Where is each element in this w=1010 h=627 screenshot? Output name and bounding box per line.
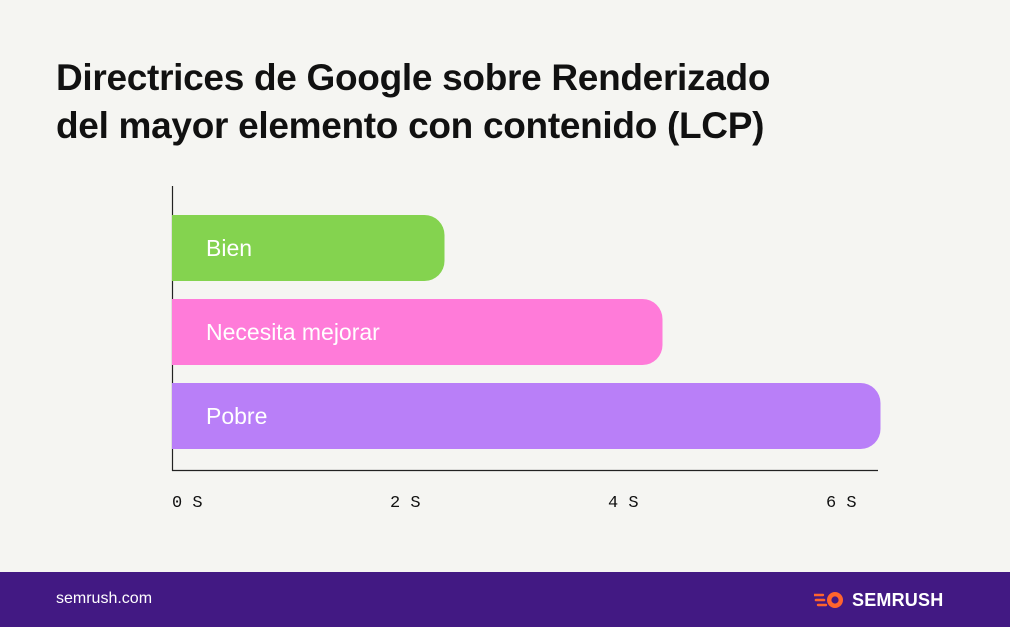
bar-group: Bien Necesita mejorar Pobre [172,215,881,449]
bar-pobre [172,383,881,449]
bar-label: Necesita mejorar [206,319,380,345]
chart-title: Directrices de Google sobre Renderizado … [56,54,956,150]
chart-title-line-2: del mayor elemento con contenido (LCP) [56,105,765,146]
semrush-logo[interactable]: SEMRUSH [814,588,943,612]
x-tick-label: 6 S [826,494,857,513]
x-tick-group: 0 S 2 S 4 S 6 S [172,494,857,513]
footer-url[interactable]: semrush.com [56,590,153,607]
semrush-wordmark: SEMRUSH [852,589,944,610]
lcp-bar-chart: Bien Necesita mejorar Pobre 0 S 2 S 4 S 6 S [171,186,881,513]
x-tick-label: 2 S [390,494,421,513]
bar-bien [172,215,445,281]
x-tick-label: 0 S [172,494,203,513]
bar-label: Bien [206,235,252,261]
semrush-fire-icon [814,592,843,608]
chart-title-line-1: Directrices de Google sobre Renderizado [56,57,771,98]
footer-bar: semrush.com SEMRUSH [0,572,1010,627]
bar-label: Pobre [206,403,267,429]
x-tick-label: 4 S [608,494,639,513]
bar-necesita-mejorar [172,299,663,365]
